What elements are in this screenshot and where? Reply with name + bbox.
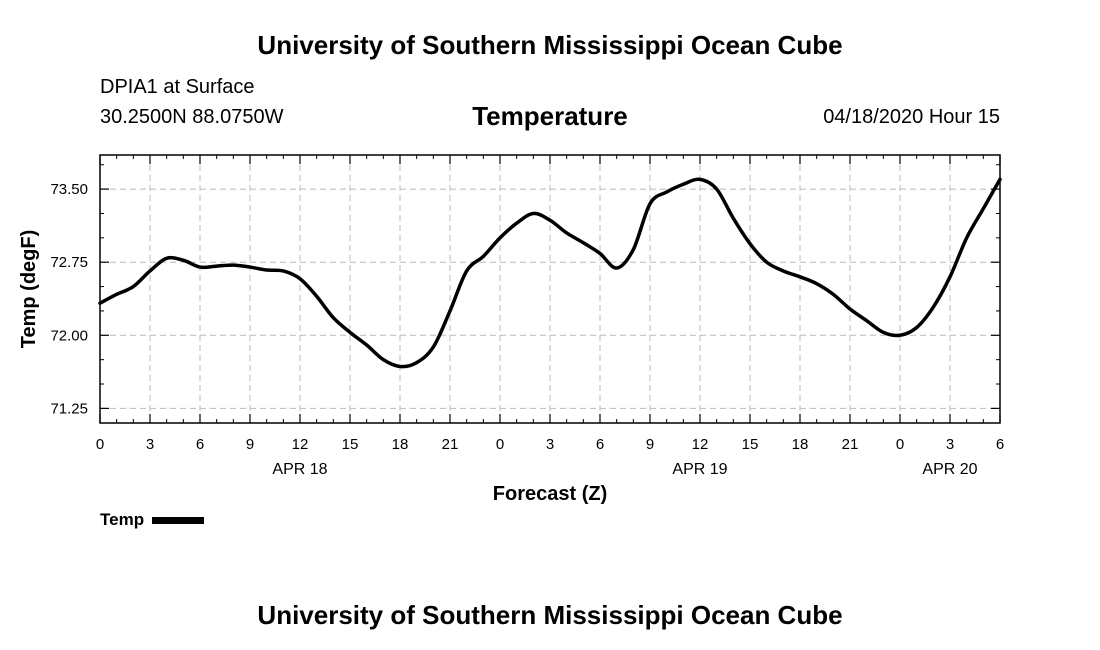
footer-title: University of Southern Mississippi Ocean… <box>257 600 843 630</box>
x-tick-label: 21 <box>442 436 459 453</box>
x-date-label: APR 18 <box>272 461 327 478</box>
x-tick-label: 12 <box>692 436 709 453</box>
x-tick-label: 3 <box>146 436 154 453</box>
x-tick-label: 0 <box>496 436 504 453</box>
chart-title: Temperature <box>472 101 628 131</box>
x-tick-label: 15 <box>742 436 759 453</box>
x-tick-label: 9 <box>646 436 654 453</box>
legend-label: Temp <box>100 510 145 529</box>
legend: Temp <box>100 510 205 530</box>
x-tick-label: 18 <box>392 436 409 453</box>
x-date-label: APR 19 <box>672 461 727 478</box>
x-tick-label: 21 <box>842 436 859 453</box>
x-tick-label: 0 <box>96 436 104 453</box>
x-tick-label: 6 <box>196 436 204 453</box>
x-tick-label: 6 <box>596 436 604 453</box>
x-date-label: APR 20 <box>922 461 977 478</box>
temp-series-line <box>98 177 1002 369</box>
y-tick-label: 72.00 <box>50 327 88 344</box>
x-axis-title: Forecast (Z) <box>493 483 607 505</box>
x-tick-label: 15 <box>342 436 359 453</box>
y-tick-label: 73.50 <box>50 181 88 198</box>
station-coordinates: 30.2500N 88.0750W <box>100 106 284 128</box>
x-tick-label: 9 <box>246 436 254 453</box>
y-axis-title: Temp (degF) <box>18 230 40 349</box>
page-title: University of Southern Mississippi Ocean… <box>257 30 843 60</box>
x-tick-label: 6 <box>996 436 1004 453</box>
x-tick-label: 0 <box>896 436 904 453</box>
x-tick-label: 3 <box>546 436 554 453</box>
forecast-datetime: 04/18/2020 Hour 15 <box>823 106 1000 128</box>
legend-line-swatch <box>152 516 205 524</box>
y-tick-label: 71.25 <box>50 400 88 417</box>
x-tick-label: 12 <box>292 436 309 453</box>
y-tick-label: 72.75 <box>50 254 88 271</box>
grid-lines <box>100 155 1000 423</box>
station-label: DPIA1 at Surface <box>100 76 255 98</box>
temperature-chart: 0 3 6 9 12 15 18 21 0 3 6 9 12 15 18 21 0 3 6 APR 18 APR 19 A… <box>18 154 1004 505</box>
axis-tick-labels: 0 3 6 9 12 15 18 21 0 3 6 9 12 15 18 21 0 3 6 APR 18 APR 19 A… <box>50 181 1004 478</box>
plot-frame <box>99 154 1001 424</box>
x-tick-label: 18 <box>792 436 809 453</box>
x-tick-label: 3 <box>946 436 954 453</box>
